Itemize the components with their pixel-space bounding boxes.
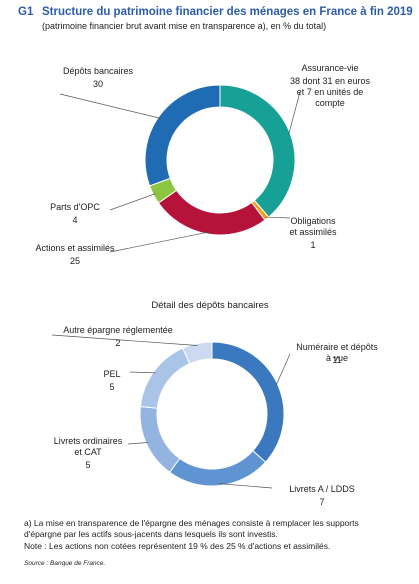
note: a) La mise en transparence de l'épargne …	[24, 518, 359, 539]
leader-line	[109, 193, 156, 211]
donut-segment	[157, 189, 266, 236]
donut-segment	[139, 405, 181, 473]
leader-line	[288, 91, 301, 135]
leader-line	[51, 334, 198, 346]
value-label: 38 dont 31 en euros et 7 en unités de co…	[289, 76, 371, 108]
category-label: Numéraire et dépôts à vue	[296, 342, 378, 363]
category-label: Parts d'OPC	[50, 202, 100, 212]
leader-line	[275, 353, 291, 386]
donut-segment	[139, 347, 191, 409]
value-label: 25	[69, 256, 81, 266]
category-label: PEL	[103, 369, 121, 379]
leader-line	[127, 442, 149, 445]
title: Structure du patrimoine financier des mé…	[42, 6, 413, 18]
leader-line	[219, 483, 273, 489]
donut-segment	[144, 84, 221, 187]
category-label: Assurance-vie	[301, 63, 359, 73]
category-label: Dépôts bancaires	[62, 66, 134, 76]
value-label: 4	[72, 215, 78, 225]
note: Note : Les actions non cotées représente…	[24, 541, 331, 551]
value-label: 5	[85, 460, 91, 470]
donut-segment	[168, 450, 267, 487]
category-label: Obligations et assimilés	[289, 216, 337, 237]
category-label: Autre épargne réglementée	[63, 325, 173, 335]
value-label: 7	[319, 497, 325, 507]
value-label: 11	[332, 355, 342, 365]
leader-line	[59, 93, 161, 119]
leader-line	[129, 371, 156, 374]
leader-line	[109, 231, 209, 253]
donut-segment	[219, 84, 296, 218]
leader-line	[265, 216, 291, 219]
value-label: 5	[109, 382, 115, 392]
value-label: 30	[92, 79, 104, 89]
category-label: Actions et assimilés	[35, 243, 115, 253]
subtitle: (patrimoine financier brut avant mise en…	[42, 21, 327, 31]
source: Source : Banque de France.	[24, 560, 106, 567]
value-label: 2	[115, 338, 121, 348]
category-label: Livrets ordinaires et CAT	[53, 436, 123, 457]
figure-number: G1	[18, 6, 34, 18]
value-label: 1	[310, 240, 316, 250]
donut-segment	[211, 341, 285, 463]
category-label: Livrets A / LDDS	[289, 484, 355, 494]
chart-title: Détail des dépôts bancaires	[151, 300, 269, 311]
